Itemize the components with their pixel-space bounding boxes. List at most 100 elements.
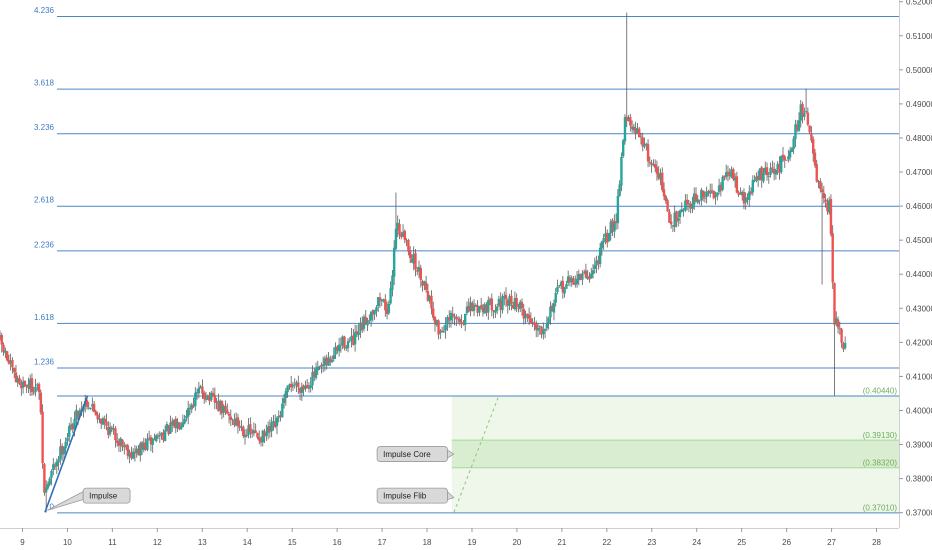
- callout-label: Impulse: [89, 492, 118, 501]
- impulse-trendline[interactable]: [44, 395, 89, 513]
- projection-dashed-line[interactable]: [453, 395, 500, 513]
- candle: [55, 458, 59, 475]
- candle: [616, 189, 620, 230]
- candle-body: [5, 351, 9, 361]
- candle-body: [771, 167, 774, 169]
- candle: [810, 126, 813, 143]
- candle: [89, 407, 92, 410]
- candle-body: [788, 151, 792, 158]
- fib-label: 1.618: [34, 313, 55, 322]
- candle: [375, 305, 378, 317]
- candle-body: [582, 271, 586, 273]
- candle: [767, 172, 771, 184]
- candle-body: [163, 430, 167, 441]
- candle: [588, 272, 591, 283]
- candle-body: [542, 329, 545, 335]
- candle-body: [554, 293, 557, 303]
- candle: [64, 437, 67, 456]
- candle: [693, 187, 696, 210]
- candle: [391, 269, 394, 297]
- candle: [485, 302, 488, 317]
- candle-body: [407, 239, 410, 252]
- candle: [231, 418, 234, 426]
- candle-body: [242, 426, 245, 436]
- candle-body: [717, 185, 721, 192]
- candle-body: [430, 295, 433, 309]
- candle-body: [462, 322, 465, 325]
- candle: [147, 430, 151, 441]
- candle-body: [46, 484, 50, 489]
- candle-body: [629, 117, 632, 126]
- callout-box: [376, 487, 448, 504]
- candle-body: [7, 359, 11, 364]
- candle-body: [778, 163, 781, 173]
- candle-body: [20, 383, 23, 389]
- candle: [739, 187, 742, 195]
- candle-body: [769, 167, 772, 175]
- candle-body: [153, 439, 156, 441]
- candle: [7, 354, 11, 365]
- candle: [664, 194, 668, 204]
- candle: [171, 417, 174, 433]
- candle-body: [224, 405, 227, 410]
- fib-label: 3.236: [34, 123, 55, 132]
- candle-body: [391, 275, 394, 290]
- candle-body: [298, 387, 302, 393]
- candle: [286, 385, 289, 398]
- candle-body: [144, 442, 147, 451]
- x-tick-label: 16: [333, 538, 342, 547]
- candle: [630, 120, 634, 133]
- candle-body: [41, 411, 44, 464]
- candle-body: [71, 424, 74, 430]
- candle-body: [646, 144, 650, 162]
- candle: [282, 393, 286, 409]
- candle: [533, 316, 536, 331]
- candle-body: [185, 415, 188, 419]
- candle: [504, 287, 508, 307]
- candle-body: [128, 452, 131, 457]
- candle-body: [677, 218, 680, 221]
- callout-label: Impulse Core: [383, 450, 431, 459]
- candle: [30, 373, 34, 396]
- candle: [659, 168, 662, 186]
- candle: [28, 374, 32, 396]
- candle-body: [650, 162, 653, 165]
- candle: [566, 270, 570, 287]
- candle: [50, 469, 53, 486]
- candle-body: [243, 434, 247, 438]
- candle-body: [76, 411, 80, 418]
- candle: [20, 379, 23, 396]
- candle: [762, 167, 765, 184]
- candle-body: [527, 314, 531, 319]
- callout-impulse-flib[interactable]: Impulse Flib: [376, 487, 455, 504]
- callout-impulse-core[interactable]: Impulse Core: [376, 446, 455, 462]
- candle-body: [270, 422, 273, 432]
- candle-body: [60, 445, 64, 455]
- candle: [822, 185, 826, 204]
- candle: [318, 365, 321, 370]
- candle: [575, 270, 579, 288]
- candle: [456, 316, 460, 324]
- candle: [133, 445, 137, 462]
- candle-body: [206, 395, 209, 400]
- candle: [220, 400, 224, 420]
- callout-impulse[interactable]: Impulse: [47, 487, 131, 511]
- candle-body: [577, 274, 581, 281]
- candle-body: [126, 445, 130, 456]
- time-axis[interactable]: 9 10 11 12 13 14 15 16 17 18 19 20 21 22 23 24 25 26 27 28: [20, 528, 882, 547]
- candle: [833, 282, 836, 396]
- candle: [520, 298, 524, 316]
- candle: [501, 293, 504, 314]
- candle: [645, 142, 648, 151]
- candle-body: [625, 116, 628, 122]
- candle: [526, 313, 529, 323]
- zone-core: [451, 440, 899, 468]
- candle-body: [213, 395, 217, 403]
- candle: [238, 420, 241, 432]
- candle-body: [130, 451, 133, 459]
